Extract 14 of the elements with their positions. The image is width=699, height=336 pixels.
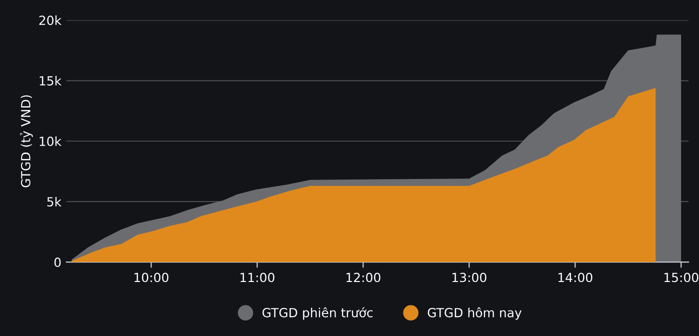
- y-tick-label: 10k: [40, 136, 62, 146]
- legend-label: GTGD phiên trước: [262, 307, 373, 320]
- y-tick-label: 20k: [39, 15, 62, 26]
- x-tick-label: 15:00: [664, 272, 698, 282]
- y-tick-label: 0: [54, 258, 61, 268]
- x-tick-label: 13:00: [452, 272, 486, 282]
- x-tick-label: 11:00: [240, 272, 274, 282]
- x-tick-label: 14:00: [558, 272, 592, 282]
- x-tick-label: 10:00: [134, 272, 168, 282]
- x-tick-label: 12:00: [346, 272, 380, 282]
- legend-label: GTGD hôm nay: [428, 307, 522, 320]
- y-tick-label: 15k: [40, 76, 62, 86]
- y-axis-title: GTGD (tỷ VND): [20, 95, 33, 188]
- y-tick-label: 5k: [47, 196, 62, 207]
